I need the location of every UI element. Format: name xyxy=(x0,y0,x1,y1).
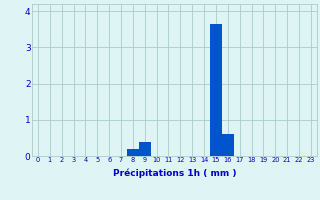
Bar xyxy=(210,24,222,156)
X-axis label: Précipitations 1h ( mm ): Précipitations 1h ( mm ) xyxy=(113,169,236,178)
Bar xyxy=(139,142,151,156)
Bar xyxy=(222,134,234,156)
Bar xyxy=(127,149,139,156)
